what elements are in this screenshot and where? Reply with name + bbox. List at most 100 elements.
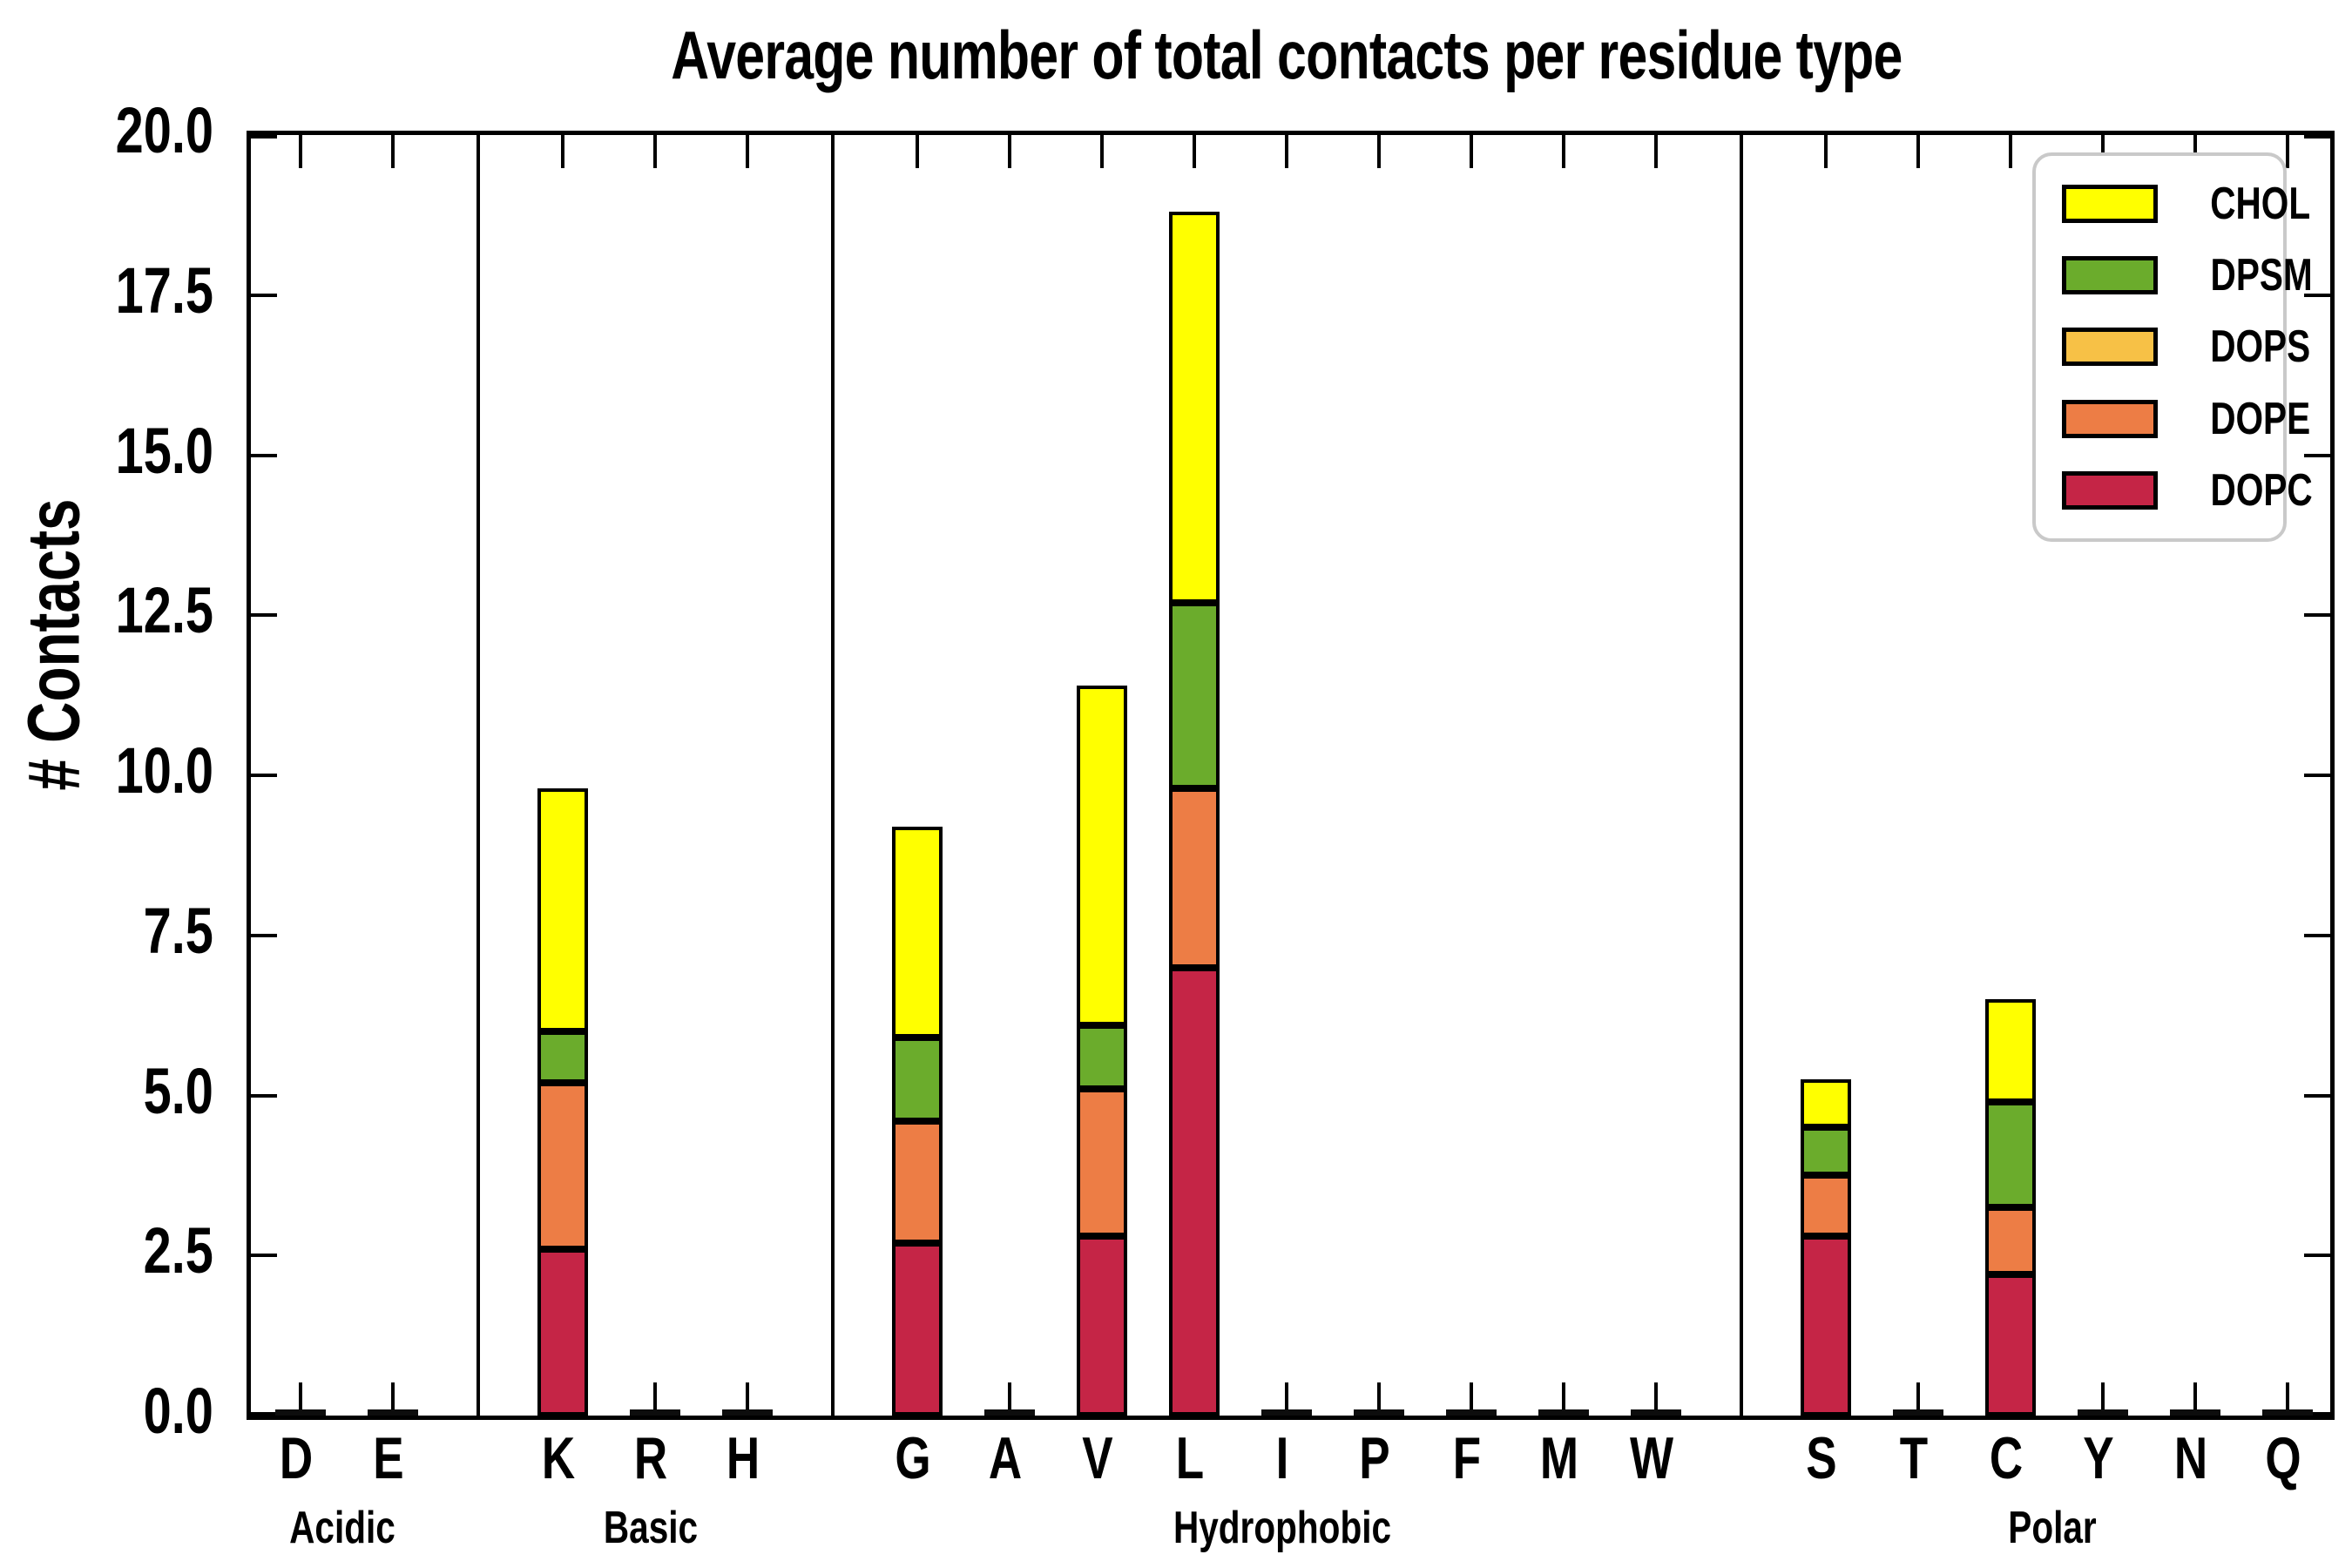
x-tick-label-Q: Q [2261,1429,2307,1488]
bar-L-DOPE [1169,787,1220,968]
xtick-top-T [1916,135,1920,168]
x-tick-label-M: M [1535,1429,1585,1488]
xtick-bottom-Q [2286,1382,2289,1416]
legend-swatch-DOPS [2062,328,2158,367]
ytick-left-12.5 [251,613,277,618]
group-label-hydrophobic: Hydrophobic [1143,1505,1423,1551]
x-tick-text: K [541,1425,576,1491]
y-tick-label-10: 10.0 [0,739,213,803]
ytick-left-10 [251,774,277,777]
bar-V-DOPC [1077,1236,1127,1416]
xtick-bottom-W [1654,1382,1658,1416]
x-tick-label-Y: Y [2078,1429,2118,1488]
bar-K-DOPE [537,1082,588,1249]
x-tick-text: E [373,1425,404,1491]
bar-D-trace [275,1409,326,1416]
y-tick-text: 10.0 [115,734,213,807]
y-tick-label-12.5: 12.5 [0,578,213,643]
y-tick-label-0: 0.0 [0,1379,213,1443]
chart-title: Average number of total contacts per res… [247,16,2326,95]
ytick-right-2.5 [2304,1254,2330,1258]
xtick-top-N [2193,135,2197,168]
xtick-top-Y [2101,135,2105,168]
x-tick-text: L [1175,1425,1205,1491]
x-tick-label-E: E [368,1429,408,1488]
legend-item-DOPS: DOPS [2062,324,2310,369]
group-label-polar: Polar [1996,1505,2109,1551]
ytick-left-15 [251,453,277,457]
legend-swatch-DOPC [2062,470,2158,510]
x-tick-label-V: V [1078,1429,1117,1488]
bar-T-trace [1893,1409,1943,1416]
bar-Y-trace [2078,1409,2128,1416]
xtick-bottom-I [1285,1382,1288,1416]
y-tick-label-20: 20.0 [0,98,213,163]
bar-K-DPSM [537,1031,588,1083]
xtick-bottom-P [1377,1382,1381,1416]
bar-C-DOPC [1985,1274,2036,1416]
bar-S-DPSM [1801,1127,1851,1176]
x-tick-label-L: L [1172,1429,1208,1488]
x-tick-text: F [1452,1425,1482,1491]
xtick-top-E [391,135,395,168]
bar-L-DPSM [1169,602,1220,788]
bar-C-DOPE [1985,1207,2036,1275]
ytick-right-10 [2304,774,2330,777]
bar-R-trace [630,1409,680,1416]
bar-L-CHOL [1169,212,1220,603]
ytick-right-0 [2304,1412,2330,1416]
y-tick-text: 17.5 [115,253,213,327]
bar-E-trace [368,1409,418,1416]
group-label-text: Polar [2008,1503,2097,1553]
y-tick-label-15: 15.0 [0,414,213,487]
group-label-text: Acidic [289,1503,395,1553]
x-tick-label-P: P [1355,1429,1394,1488]
ytick-right-5 [2304,1093,2330,1098]
bar-S-DOPE [1801,1175,1851,1237]
x-tick-label-N: N [2169,1429,2212,1488]
xtick-top-C [2009,135,2012,168]
ytick-left-5 [251,1093,277,1098]
group-separator-2 [1739,135,1743,1416]
xtick-top-A [1008,135,1011,168]
bar-G-DPSM [892,1037,943,1121]
x-tick-label-T: T [1896,1429,1932,1488]
bar-G-DOPC [892,1242,943,1416]
xtick-bottom-F [1470,1382,1473,1416]
y-tick-text: 15.0 [115,414,213,487]
bar-I-trace [1261,1409,1312,1416]
bar-M-trace [1538,1409,1589,1416]
x-tick-label-I: I [1274,1429,1291,1488]
bar-S-CHOL [1801,1079,1851,1128]
xtick-top-V [1100,135,1104,168]
ytick-right-12.5 [2304,613,2330,618]
legend-label-DOPS: DOPS [2196,324,2324,369]
legend-swatch-DOPE [2062,399,2158,438]
xtick-top-I [1285,135,1288,168]
x-tick-text: S [1806,1425,1837,1491]
legend: CHOL DPSM DOPS DOPE DOPC [2032,152,2313,542]
plot-area [247,131,2335,1420]
x-tick-label-C: C [1984,1429,2027,1488]
legend-swatch-DPSM [2062,256,2158,295]
y-tick-text: 5.0 [143,1054,213,1127]
bar-P-trace [1354,1409,1404,1416]
bar-K-CHOL [537,787,588,1031]
y-tick-text: 20.0 [115,94,213,166]
bar-S-DOPC [1801,1236,1851,1416]
y-tick-label-2.5: 2.5 [0,1219,213,1283]
bar-V-DPSM [1077,1024,1127,1090]
bar-V-DOPE [1077,1089,1127,1237]
bar-H-trace [722,1409,773,1416]
x-tick-text: R [633,1425,668,1491]
legend-item-CHOL: CHOL [2062,181,2310,226]
xtick-bottom-A [1008,1382,1011,1416]
y-tick-text: 7.5 [143,894,213,967]
bar-A-trace [984,1409,1035,1416]
chart-title-text: Average number of total contacts per res… [670,17,1903,93]
y-tick-label-5: 5.0 [0,1054,213,1127]
group-label-acidic: Acidic [274,1505,410,1551]
ytick-right-20 [2304,135,2330,139]
xtick-bottom-E [391,1382,395,1416]
legend-label-text: DOPE [2210,393,2311,444]
